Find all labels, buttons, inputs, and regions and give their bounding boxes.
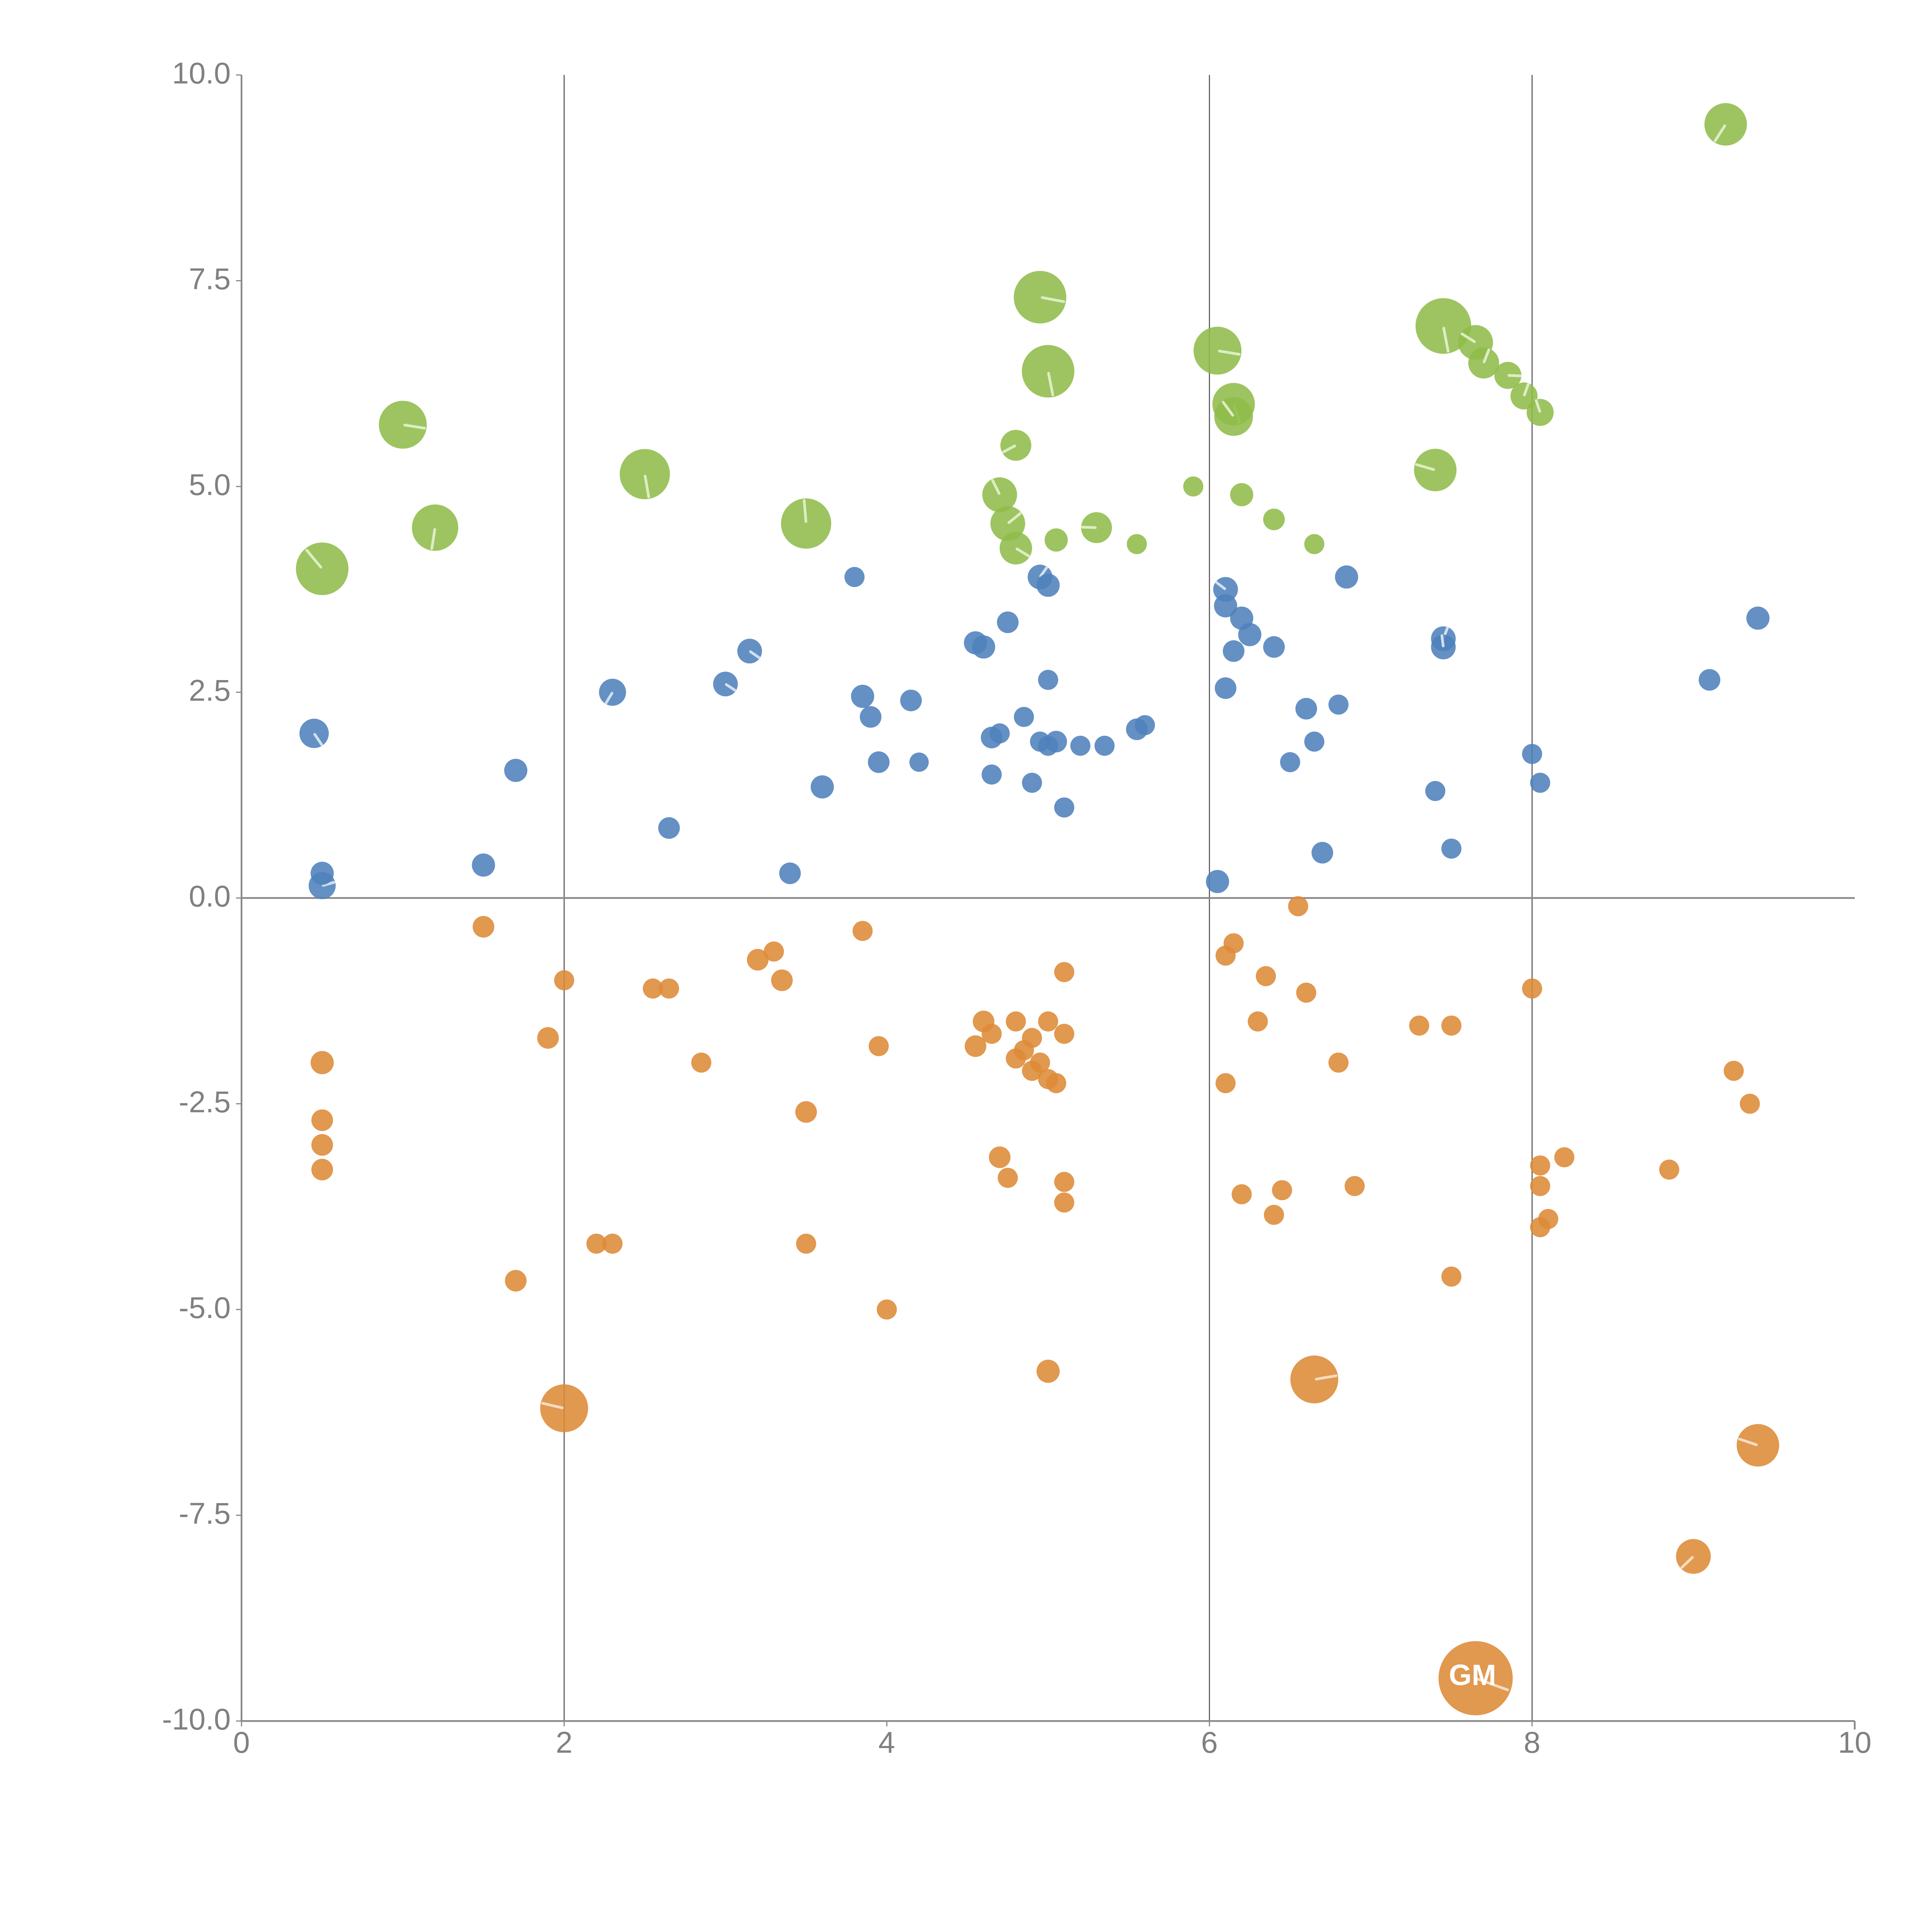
svg-text:0.0: 0.0 (189, 879, 231, 913)
svg-text:-2.5: -2.5 (179, 1085, 231, 1119)
svg-text:2.5: 2.5 (189, 673, 231, 707)
svg-text:2: 2 (556, 1725, 572, 1759)
svg-text:6: 6 (1201, 1725, 1218, 1759)
svg-text:5.0: 5.0 (189, 468, 231, 502)
svg-text:8: 8 (1524, 1725, 1540, 1759)
svg-text:-5.0: -5.0 (179, 1291, 231, 1325)
svg-text:4: 4 (878, 1725, 895, 1759)
svg-text:7.5: 7.5 (189, 262, 231, 296)
svg-text:-7.5: -7.5 (179, 1497, 231, 1531)
svg-text:0: 0 (233, 1725, 250, 1759)
svg-text:GM: GM (1449, 1659, 1496, 1692)
svg-text:10: 10 (1838, 1725, 1872, 1759)
svg-text:-10.0: -10.0 (162, 1702, 231, 1736)
svg-text:10.0: 10.0 (172, 56, 231, 90)
